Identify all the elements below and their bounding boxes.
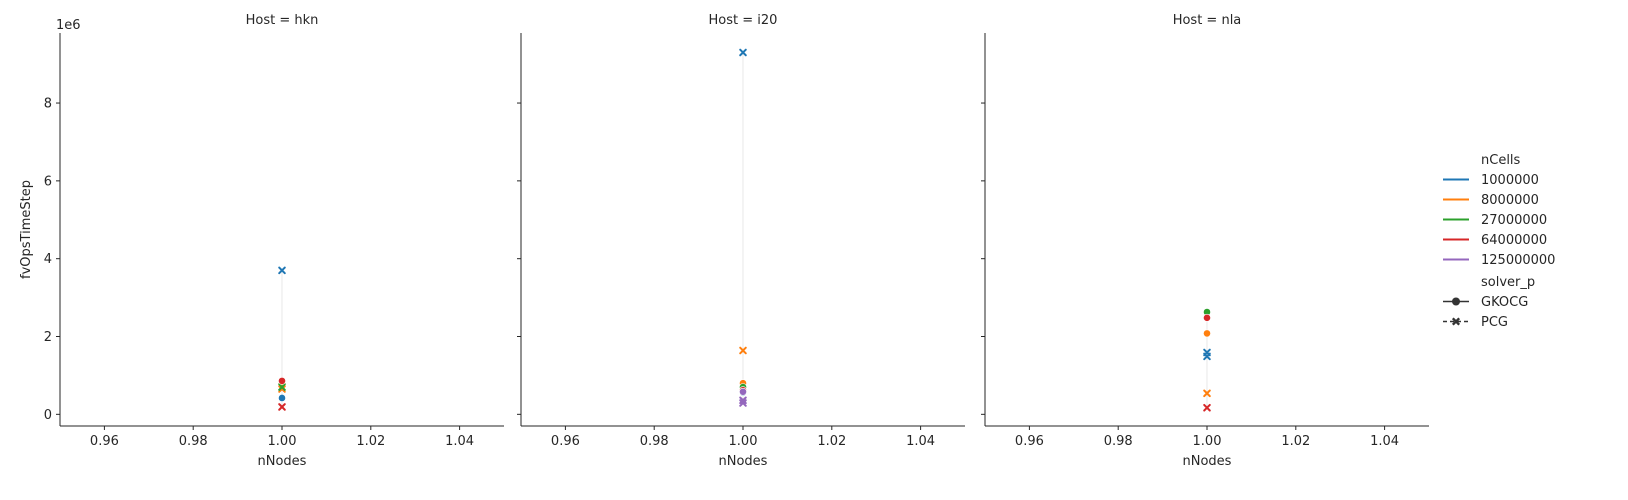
data-point-stroke [739, 346, 747, 355]
legend-label: 8000000 [1481, 193, 1539, 208]
data-point [278, 394, 286, 402]
data-point-stroke [278, 266, 286, 275]
data-point [739, 346, 747, 355]
x-tick-label: 0.98 [1104, 434, 1133, 449]
y-tick-label: 0 [44, 408, 52, 423]
data-point [1203, 352, 1211, 361]
x-tick-label: 1.04 [1370, 434, 1399, 449]
x-tick-label: 1.02 [1281, 434, 1310, 449]
x-tick-label: 0.98 [640, 434, 669, 449]
data-point [739, 48, 747, 57]
legend: nCells 1000000 8000000 27000000 64000000 1250… [1443, 153, 1555, 330]
data-point [278, 383, 286, 391]
data-point [1203, 313, 1211, 322]
legend-label: 1000000 [1481, 173, 1539, 188]
panel-title: Host = nla [1173, 13, 1242, 28]
panel-title: Host = hkn [246, 13, 319, 28]
legend-marker-circle [1452, 297, 1460, 306]
legend-label: 64000000 [1481, 233, 1547, 248]
x-tick-label: 1.00 [729, 434, 758, 449]
x-tick-label: 1.04 [906, 434, 935, 449]
data-point-stroke [1203, 403, 1211, 412]
x-axis-label: nNodes [719, 454, 768, 469]
data-point-stroke [278, 383, 286, 391]
legend-label: PCG [1481, 315, 1508, 330]
facet-panel-2: Host = nla 0.96 0.98 1.00 1.02 1.04 nNodes [981, 13, 1429, 469]
data-point [739, 387, 747, 396]
legend-label: GKOCG [1481, 295, 1528, 310]
x-axis-label: nNodes [1183, 454, 1232, 469]
panels-group: Host = hkn 0.96 0.98 1.00 1.02 1.04 0 2 4 6 8 nNode… [19, 13, 1429, 469]
x-tick-label: 0.96 [90, 434, 119, 449]
facet-panel-0: Host = hkn 0.96 0.98 1.00 1.02 1.04 0 2 4 6 8 nNode… [19, 13, 504, 469]
data-point [1203, 329, 1211, 338]
data-point [1203, 389, 1211, 398]
facet-panel-1: Host = i20 0.96 0.98 1.00 1.02 1.04 nNodes [517, 13, 965, 469]
panel-title: Host = i20 [709, 13, 778, 28]
legend-marker-x [1451, 317, 1461, 326]
data-point [1203, 403, 1211, 412]
y-tick-label: 2 [44, 330, 52, 345]
data-point [278, 266, 286, 275]
data-point-stroke [278, 385, 286, 393]
data-point-stroke [739, 399, 747, 407]
x-tick-label: 1.00 [1193, 434, 1222, 449]
y-tick-label: 4 [44, 252, 52, 267]
data-point [739, 399, 747, 407]
x-tick-label: 1.04 [445, 434, 474, 449]
data-point-stroke [1203, 389, 1211, 398]
data-point [278, 376, 286, 385]
x-tick-label: 0.96 [551, 434, 580, 449]
y-tick-label: 8 [44, 97, 52, 112]
data-point [278, 385, 286, 393]
x-tick-label: 1.02 [817, 434, 846, 449]
data-point-stroke [1203, 352, 1211, 361]
x-tick-label: 1.00 [268, 434, 297, 449]
legend-hue-title: nCells [1481, 153, 1521, 168]
x-tick-label: 1.02 [356, 434, 385, 449]
x-axis-label: nNodes [258, 454, 307, 469]
legend-style-title: solver_p [1481, 275, 1535, 290]
x-tick-label: 0.98 [179, 434, 208, 449]
y-tick-label: 6 [44, 174, 52, 189]
x-tick-label: 0.96 [1015, 434, 1044, 449]
legend-label: 125000000 [1481, 253, 1555, 268]
legend-label: 27000000 [1481, 213, 1547, 228]
data-point-stroke [739, 48, 747, 57]
data-point [278, 403, 286, 411]
y-offset-text: 1e6 [56, 18, 81, 33]
data-point-stroke [278, 403, 286, 411]
y-axis-label: fvOpsTimeStep [19, 180, 34, 279]
